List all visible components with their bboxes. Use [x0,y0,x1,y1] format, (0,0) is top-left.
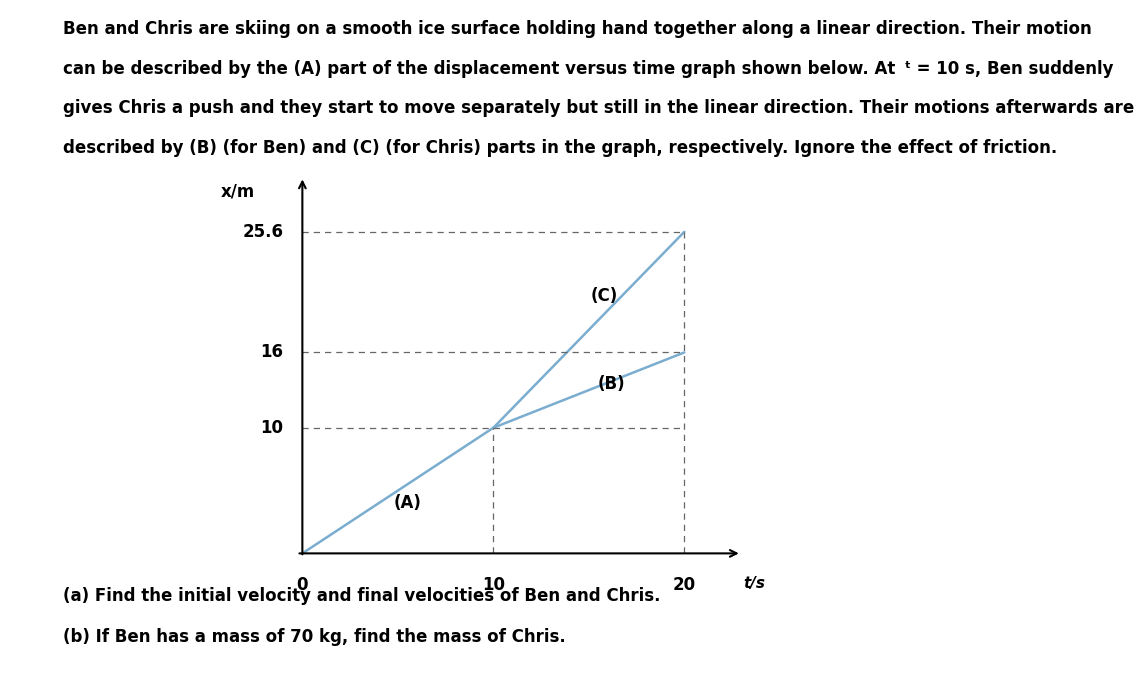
Text: described by (B) (for Ben) and (C) (for Chris) parts in the graph, respectively.: described by (B) (for Ben) and (C) (for … [63,139,1057,157]
Text: (b) If Ben has a mass of 70 kg, find the mass of Chris.: (b) If Ben has a mass of 70 kg, find the… [63,628,566,646]
Text: 16: 16 [260,344,283,361]
Text: 10: 10 [260,419,283,437]
Text: 0: 0 [297,576,308,594]
Text: (a) Find the initial velocity and final velocities of Ben and Chris.: (a) Find the initial velocity and final … [63,587,661,606]
Text: (A): (A) [394,494,421,512]
Text: 10: 10 [482,576,504,594]
Text: x/m: x/m [220,183,254,201]
Text: gives Chris a push and they start to move separately but still in the linear dir: gives Chris a push and they start to mov… [63,99,1134,117]
Text: (B): (B) [598,375,625,393]
Text: Ben and Chris are skiing on a smooth ice surface holding hand together along a l: Ben and Chris are skiing on a smooth ice… [63,20,1092,39]
Text: 20: 20 [673,576,696,594]
Text: (C): (C) [591,287,617,305]
Text: 25.6: 25.6 [242,223,283,241]
Text: can be described by the (A) part of the displacement versus time graph shown bel: can be described by the (A) part of the … [63,60,1114,78]
Text: t/s: t/s [744,576,766,591]
